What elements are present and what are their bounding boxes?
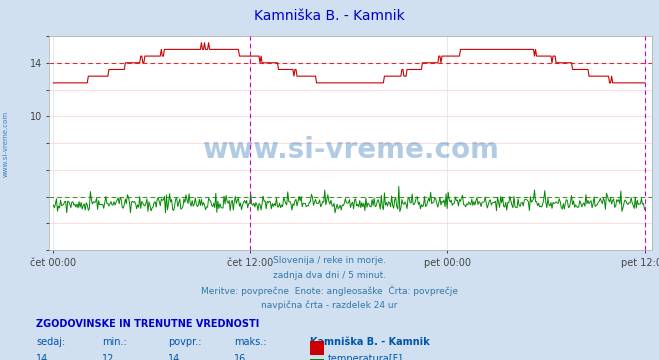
Text: Kamniška B. - Kamnik: Kamniška B. - Kamnik <box>310 337 430 347</box>
Text: povpr.:: povpr.: <box>168 337 202 347</box>
Text: sedaj:: sedaj: <box>36 337 65 347</box>
Text: navpična črta - razdelek 24 ur: navpična črta - razdelek 24 ur <box>262 301 397 310</box>
Text: temperatura[F]: temperatura[F] <box>328 354 403 360</box>
Text: maks.:: maks.: <box>234 337 266 347</box>
Text: Slovenija / reke in morje.: Slovenija / reke in morje. <box>273 256 386 265</box>
Text: zadnja dva dni / 5 minut.: zadnja dva dni / 5 minut. <box>273 271 386 280</box>
Text: 16: 16 <box>234 354 246 360</box>
Text: 14: 14 <box>168 354 181 360</box>
Text: ZGODOVINSKE IN TRENUTNE VREDNOSTI: ZGODOVINSKE IN TRENUTNE VREDNOSTI <box>36 319 260 329</box>
Text: www.si-vreme.com: www.si-vreme.com <box>2 111 9 177</box>
Text: 12: 12 <box>102 354 115 360</box>
Text: min.:: min.: <box>102 337 127 347</box>
Text: 14: 14 <box>36 354 49 360</box>
Text: Meritve: povprečne  Enote: angleosaške  Črta: povprečje: Meritve: povprečne Enote: angleosaške Čr… <box>201 286 458 296</box>
Text: Kamniška B. - Kamnik: Kamniška B. - Kamnik <box>254 9 405 23</box>
Text: www.si-vreme.com: www.si-vreme.com <box>202 135 500 163</box>
